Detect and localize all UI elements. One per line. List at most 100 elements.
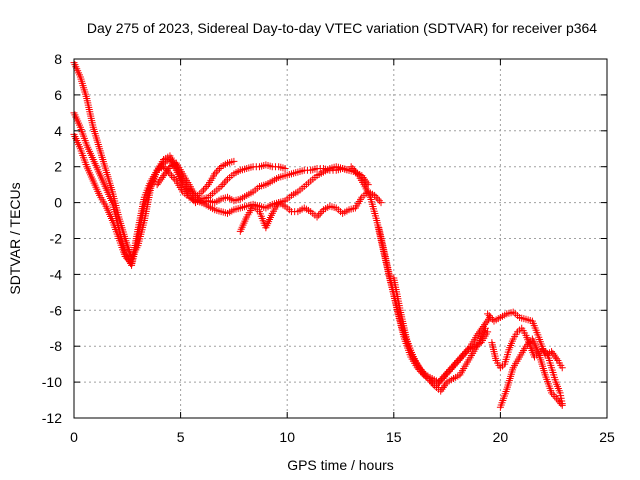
data-point	[419, 367, 427, 375]
data-point	[220, 179, 228, 187]
data-point	[434, 380, 442, 388]
data-point	[124, 256, 132, 264]
series-track-11	[496, 335, 566, 411]
data-point	[214, 166, 222, 174]
data-point	[230, 157, 238, 165]
x-tick-label: 10	[279, 429, 295, 445]
data-point	[160, 172, 168, 180]
data-point	[121, 252, 129, 260]
y-tick-label: -8	[50, 338, 63, 354]
data-point	[439, 383, 447, 391]
y-tick-label: 8	[54, 51, 62, 67]
x-tick-label: 20	[493, 429, 509, 445]
data-point	[168, 172, 176, 180]
series-track-1	[70, 59, 238, 262]
y-tick-label: 0	[54, 195, 62, 211]
data-point	[447, 364, 455, 372]
data-point	[347, 163, 355, 171]
data-point	[171, 175, 179, 183]
data-point	[316, 209, 324, 217]
data-point	[477, 326, 485, 334]
data-point	[200, 186, 208, 194]
data-point	[157, 175, 165, 183]
data-point	[375, 197, 383, 205]
series-track-4	[153, 159, 372, 217]
x-tick-label: 5	[177, 429, 185, 445]
data-point	[374, 195, 382, 203]
data-point	[438, 385, 446, 393]
data-point	[455, 355, 463, 363]
data-point	[478, 324, 486, 332]
data-point	[460, 349, 468, 357]
data-layer	[70, 59, 566, 411]
series-track-5	[236, 188, 385, 235]
series-track-9	[484, 308, 566, 372]
data-point	[449, 362, 457, 370]
data-point	[451, 360, 459, 368]
data-point	[552, 394, 560, 402]
grid	[74, 59, 607, 418]
data-point	[281, 164, 289, 172]
data-point	[372, 193, 380, 201]
data-point	[415, 364, 423, 372]
data-point	[442, 380, 450, 388]
data-point	[193, 193, 201, 201]
data-point	[222, 177, 230, 185]
data-point	[349, 164, 357, 172]
data-point	[481, 321, 489, 329]
data-point	[211, 170, 219, 178]
data-point	[352, 168, 360, 176]
y-axis-label: SDTVAR / TECUs	[7, 182, 23, 294]
data-point	[212, 168, 220, 176]
series-track-2	[70, 109, 289, 269]
data-point	[160, 163, 168, 171]
data-point	[441, 371, 449, 379]
series-track-8	[390, 274, 494, 386]
data-point	[158, 173, 166, 181]
data-point	[465, 344, 473, 352]
data-point	[549, 391, 557, 399]
x-tick-label: 25	[599, 429, 615, 445]
data-point	[216, 164, 224, 172]
data-point	[188, 195, 196, 203]
data-point	[525, 339, 533, 347]
data-point	[437, 387, 445, 395]
data-point	[557, 400, 565, 408]
data-point	[444, 367, 452, 375]
data-point	[161, 170, 169, 178]
data-point	[452, 358, 460, 366]
data-point	[163, 166, 171, 174]
data-point	[446, 366, 454, 374]
data-point	[169, 173, 177, 181]
series-track-7	[375, 224, 492, 390]
data-point	[548, 389, 556, 397]
data-point	[377, 199, 385, 207]
data-point	[153, 181, 161, 189]
data-point	[362, 177, 370, 185]
y-tick-label: -2	[50, 231, 63, 247]
data-point	[555, 398, 563, 406]
data-point	[417, 366, 425, 374]
data-point	[443, 369, 451, 377]
data-point	[459, 351, 467, 359]
data-point	[550, 351, 558, 359]
data-point	[462, 348, 470, 356]
y-tick-label: -4	[50, 266, 63, 282]
data-point	[522, 342, 530, 350]
data-point	[203, 182, 211, 190]
series-track-10	[488, 324, 566, 408]
data-point	[487, 313, 495, 321]
data-point	[318, 208, 326, 216]
data-point	[420, 369, 428, 377]
data-point	[315, 211, 323, 219]
y-tick-label: 6	[54, 87, 62, 103]
data-point	[479, 322, 487, 330]
chart-title: Day 275 of 2023, Sidereal Day-to-day VTE…	[87, 20, 597, 36]
data-point	[558, 364, 566, 372]
data-point	[158, 161, 166, 169]
data-point	[217, 182, 225, 190]
y-tick-label: 2	[54, 159, 62, 175]
data-point	[483, 317, 491, 325]
data-point	[435, 378, 443, 386]
data-point	[156, 177, 164, 185]
